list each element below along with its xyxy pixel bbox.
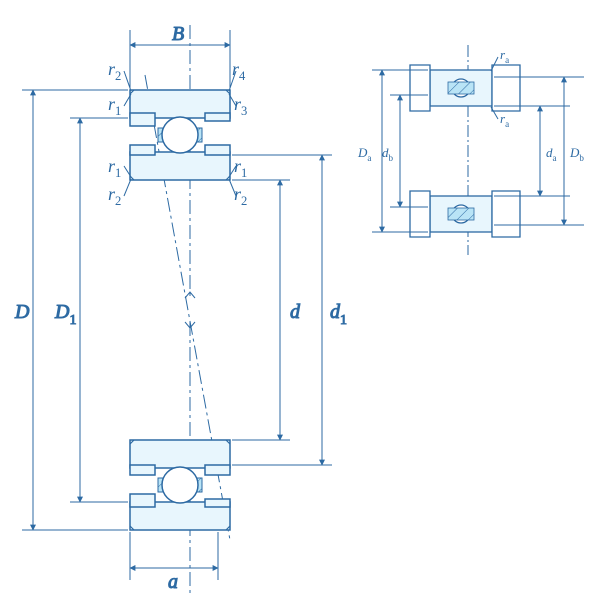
dim-d: d (232, 180, 301, 440)
label-d1-sub: 1 (340, 313, 347, 328)
label-a: a (168, 571, 178, 593)
svg-text:r1: r1 (234, 156, 247, 180)
dim-B: B (130, 23, 230, 88)
svg-text:r4: r4 (232, 59, 246, 83)
svg-text:r2: r2 (108, 59, 121, 83)
label-Db: D (569, 145, 580, 160)
label-D1: D (54, 301, 70, 323)
label-d: d (290, 301, 301, 323)
svg-text:da: da (546, 145, 557, 163)
aux-view: Da db da Db ra ra (357, 45, 584, 255)
svg-text:D1: D1 (54, 301, 76, 328)
svg-text:db: db (382, 145, 394, 163)
label-B: B (172, 23, 184, 45)
label-Da: D (357, 145, 368, 160)
lower-bearing-section (130, 440, 230, 530)
svg-text:ra: ra (500, 111, 509, 129)
svg-text:r2: r2 (108, 184, 121, 208)
svg-text:Da: Da (357, 145, 371, 163)
label-D1-sub: 1 (69, 313, 76, 328)
svg-text:Db: Db (569, 145, 584, 163)
upper-bearing-section (130, 90, 230, 180)
svg-text:r1: r1 (108, 94, 121, 118)
bearing-cross-section-diagram: B D D1 d d1 a r2 (0, 0, 600, 600)
svg-text:r1: r1 (108, 156, 121, 180)
svg-text:d1: d1 (330, 301, 347, 328)
svg-text:ra: ra (500, 47, 509, 65)
label-D: D (14, 301, 30, 323)
dim-a: a (130, 532, 218, 593)
